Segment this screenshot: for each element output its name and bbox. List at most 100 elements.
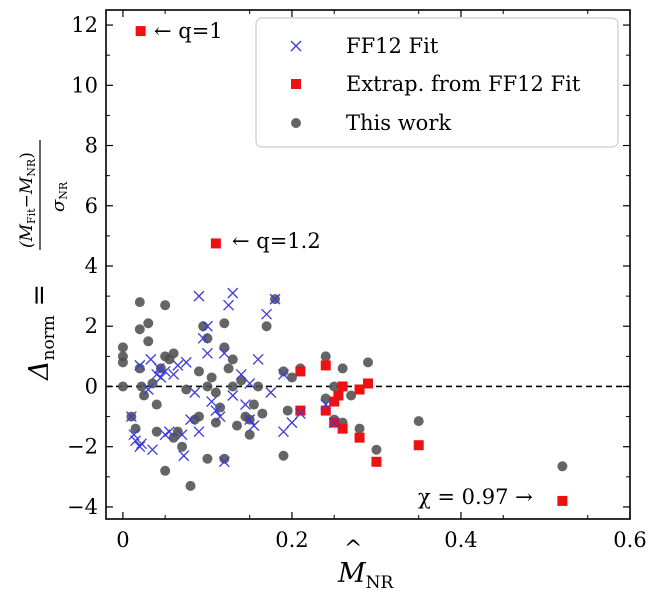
this-work-point bbox=[232, 420, 242, 431]
ff12-fit-point bbox=[201, 347, 213, 359]
y-tick-label: 0 bbox=[85, 374, 98, 398]
annotation-q1: ← q=1 bbox=[154, 19, 223, 43]
this-work-point bbox=[177, 441, 188, 452]
x-axis-hat: ^ bbox=[344, 537, 362, 562]
ff12-fit-point bbox=[172, 359, 184, 371]
legend-label-ff12-fit: FF12 Fit bbox=[346, 34, 439, 58]
ff12-fit-point bbox=[269, 293, 281, 305]
this-work-point bbox=[206, 372, 217, 383]
this-work-point bbox=[557, 461, 568, 472]
ff12-fit-point bbox=[214, 411, 226, 423]
this-work-point bbox=[227, 381, 238, 392]
axis-ticks: 0 0.2 0.4 0.6 −4 −2 0 2 4 6 8 10 12 bbox=[67, 10, 647, 552]
y-axis-numerator: (MFit−MNR) bbox=[17, 152, 38, 248]
this-work-point bbox=[371, 444, 382, 455]
annotation-q1-2: ← q=1.2 bbox=[232, 229, 321, 253]
ff12-fit-point bbox=[168, 368, 180, 380]
this-work-point bbox=[136, 381, 147, 392]
ff12-fit-point bbox=[142, 384, 154, 395]
ff12-fit-point bbox=[147, 444, 158, 456]
legend-marker-extrap bbox=[291, 79, 301, 89]
this-work-point bbox=[219, 453, 230, 464]
plot-frame bbox=[105, 9, 631, 520]
this-work-point bbox=[248, 399, 259, 410]
ff12-fit-point bbox=[244, 378, 256, 389]
y-axis-label: Δnorm = (MFit−MNR) σNR bbox=[17, 140, 70, 381]
this-work-point bbox=[202, 381, 213, 392]
this-work-point bbox=[193, 366, 204, 377]
ff12-fit-point bbox=[130, 435, 142, 447]
extrap-point bbox=[354, 384, 365, 395]
this-work-point bbox=[160, 300, 171, 311]
ff12-fit-point bbox=[197, 332, 209, 344]
y-axis-title: Δnorm = bbox=[24, 284, 59, 381]
ff12-fit-point bbox=[193, 426, 205, 438]
extrap-point bbox=[413, 440, 424, 451]
x-axis-title: MNR bbox=[337, 558, 395, 590]
ff12-fit-point bbox=[265, 387, 277, 398]
this-work-point bbox=[185, 480, 196, 491]
extrap-point bbox=[371, 456, 382, 467]
ff12-fit-point bbox=[145, 353, 157, 365]
extrap-point bbox=[295, 366, 306, 377]
ff12-fit-point bbox=[278, 368, 289, 380]
this-work-point bbox=[117, 342, 128, 353]
extrap-point bbox=[320, 360, 331, 371]
y-tick-label: 10 bbox=[71, 73, 98, 97]
this-work-point bbox=[227, 354, 238, 365]
data-marks bbox=[117, 26, 568, 506]
y-tick-label: 8 bbox=[85, 134, 98, 158]
ff12-fit-point bbox=[278, 426, 289, 438]
extrap-point bbox=[295, 405, 306, 416]
ff12-fit-point bbox=[176, 429, 188, 441]
this-work-point bbox=[143, 318, 154, 329]
this-work-point bbox=[282, 405, 293, 416]
this-work-point bbox=[337, 363, 348, 374]
ff12-fit-point bbox=[235, 368, 247, 380]
ff12-fit-point bbox=[244, 414, 256, 426]
this-work-point bbox=[181, 384, 192, 395]
ff12-fit-point bbox=[261, 308, 273, 320]
ff12-fit-point bbox=[218, 347, 230, 359]
extrap-point bbox=[210, 238, 221, 249]
this-work-point bbox=[346, 390, 357, 401]
this-work-point bbox=[193, 411, 204, 422]
y-tick-label: 2 bbox=[85, 314, 98, 338]
ff12-fit-point bbox=[294, 408, 306, 420]
this-work-point bbox=[236, 375, 247, 386]
this-work-point bbox=[320, 393, 331, 404]
this-work-point bbox=[219, 318, 230, 329]
extrap-point bbox=[354, 432, 365, 443]
ff12-fit-point bbox=[227, 390, 239, 401]
this-work-point bbox=[244, 429, 255, 440]
this-work-point bbox=[363, 357, 373, 368]
x-tick-label: 0.4 bbox=[444, 528, 477, 552]
this-work-point bbox=[134, 363, 145, 374]
ff12-fit-point bbox=[193, 290, 205, 302]
y-tick-label: −4 bbox=[67, 495, 98, 519]
y-tick-label: 12 bbox=[71, 13, 98, 37]
ff12-fit-point bbox=[125, 411, 137, 423]
this-work-point bbox=[143, 336, 154, 347]
this-work-point bbox=[320, 351, 331, 362]
this-work-point bbox=[261, 321, 272, 332]
this-work-point bbox=[278, 450, 289, 461]
this-work-point bbox=[134, 324, 145, 335]
ff12-fit-point bbox=[252, 353, 264, 365]
ff12-fit-point bbox=[189, 387, 201, 398]
extrap-point bbox=[337, 423, 348, 434]
this-work-point bbox=[215, 402, 226, 413]
y-tick-label: −2 bbox=[67, 435, 98, 459]
extrap-point bbox=[363, 378, 373, 389]
legend-label-extrap: Extrap. from FF12 Fit bbox=[346, 72, 581, 96]
ff12-fit-point bbox=[128, 429, 140, 441]
extrap-point bbox=[557, 495, 568, 506]
ff12-fit-point bbox=[201, 320, 213, 332]
this-work-point bbox=[329, 381, 340, 392]
this-work-point bbox=[117, 381, 128, 392]
this-work-point bbox=[134, 297, 145, 308]
ff12-fit-point bbox=[134, 359, 146, 371]
series-0 bbox=[125, 287, 340, 468]
this-work-point bbox=[155, 363, 166, 374]
